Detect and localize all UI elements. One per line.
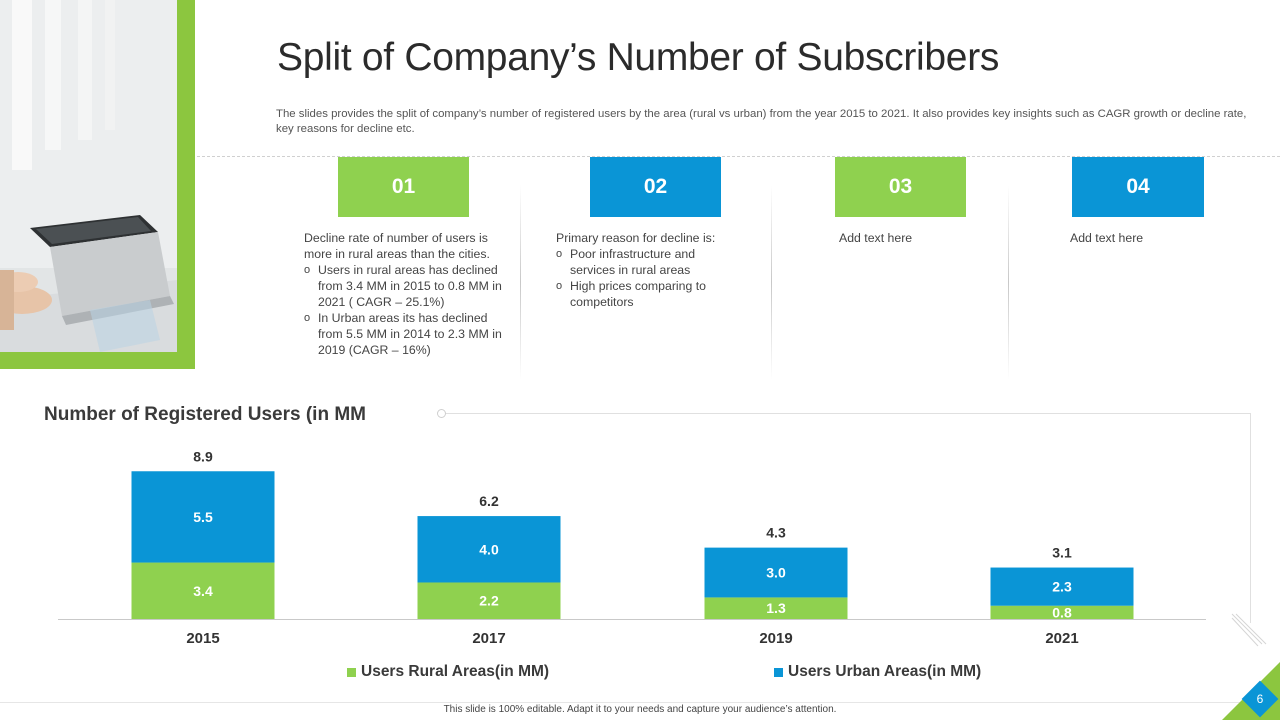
- step-box-02: 02: [590, 157, 721, 217]
- bar-rural-2015: [131, 562, 275, 619]
- step-box-03: 03: [835, 157, 966, 217]
- column-intro: Add text here: [1070, 231, 1144, 245]
- legend-item-urban: Users Urban Areas(in MM): [774, 663, 981, 681]
- bar-value-label: 4.0: [479, 541, 499, 557]
- bar-urban-2017: [417, 516, 561, 583]
- bar-value-label: 3.4: [193, 583, 213, 599]
- bar-value-label: 1.3: [766, 600, 786, 616]
- bar-value-label: 3.0: [766, 565, 786, 581]
- bar-value-label: 2.2: [479, 593, 499, 609]
- bar-value-label: 2.3: [1052, 579, 1072, 595]
- bar-total-label: 8.9: [193, 448, 213, 464]
- legend-item-rural: Users Rural Areas(in MM): [347, 663, 549, 681]
- column-intro: Decline rate of number of users is more …: [304, 231, 490, 261]
- column-separator: [1008, 185, 1009, 380]
- bar-total-label: 3.1: [1052, 545, 1072, 561]
- photo-frame: [0, 0, 195, 369]
- chart-frame-dot: [437, 409, 446, 418]
- x-tick-label: 2015: [186, 630, 219, 647]
- bar-urban-2021: [990, 567, 1134, 606]
- x-tick-label: 2019: [759, 630, 792, 647]
- page-title: Split of Company’s Number of Subscribers: [277, 36, 1000, 79]
- bar-rural-2019: [704, 597, 848, 619]
- bar-urban-2015: [131, 471, 275, 563]
- decorative-lines: [1231, 613, 1267, 647]
- bullet-item: High prices comparing to competitors: [556, 278, 736, 310]
- x-tick-label: 2021: [1045, 630, 1078, 647]
- column-intro: Primary reason for decline is:: [556, 231, 716, 245]
- chart-title: Number of Registered Users (in MM: [44, 404, 366, 425]
- bullet-item: In Urban areas its has declined from 5.5…: [304, 310, 509, 358]
- legend-swatch-blue: [774, 667, 783, 677]
- column-intro: Add text here: [839, 231, 913, 245]
- legend-swatch-green: [347, 667, 356, 677]
- column-separator: [520, 185, 521, 380]
- bar-value-label: 0.8: [1052, 604, 1072, 620]
- column-text-03: Add text here: [839, 230, 989, 246]
- page-subtitle: The slides provides the split of company…: [276, 108, 1247, 135]
- column-text-01: Decline rate of number of users is more …: [304, 230, 509, 358]
- bullet-list: Users in rural areas has declined from 3…: [304, 262, 509, 358]
- legend-label: Users Rural Areas(in MM): [361, 663, 550, 680]
- chart-frame: [441, 413, 1251, 623]
- bar-total-label: 4.3: [766, 525, 786, 541]
- x-tick-label: 2017: [472, 630, 505, 647]
- laptop-photo: [0, 0, 177, 352]
- bar-rural-2021: [990, 605, 1134, 619]
- bullet-item: Users in rural areas has declined from 3…: [304, 262, 509, 310]
- bullet-item: Poor infrastructure and services in rura…: [556, 246, 736, 278]
- column-separator: [771, 185, 772, 380]
- bar-rural-2017: [417, 582, 561, 619]
- step-box-04: 04: [1072, 157, 1204, 217]
- column-text-04: Add text here: [1070, 230, 1220, 246]
- bar-value-label: 5.5: [193, 509, 213, 525]
- page-number: 6: [1256, 692, 1264, 706]
- footer-note: This slide is 100% editable. Adapt it to…: [443, 704, 837, 715]
- bar-chart: 3.4 5.5 8.9 2015 2.2 4.0 6.2 2017 1.3 3.0 4.3 2019 0…: [58, 448, 1206, 647]
- bar-total-label: 6.2: [479, 493, 499, 509]
- column-text-02: Primary reason for decline is: Poor infr…: [556, 230, 736, 310]
- header-divider: [197, 156, 1280, 157]
- step-box-01: 01: [338, 157, 469, 217]
- legend-label: Users Urban Areas(in MM): [788, 663, 982, 680]
- footer-divider: [0, 702, 1280, 703]
- bar-urban-2019: [704, 547, 848, 598]
- bullet-list: Poor infrastructure and services in rura…: [556, 246, 736, 310]
